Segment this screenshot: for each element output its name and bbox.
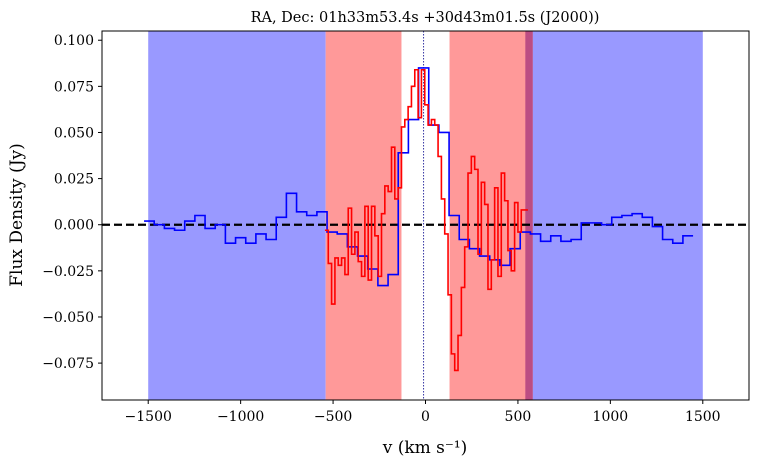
reference-lines — [102, 31, 749, 400]
overlap-region — [525, 31, 533, 400]
spectrum-series — [144, 67, 694, 372]
red-spectrum-line — [324, 68, 528, 372]
x-tick-label: 1500 — [685, 409, 721, 425]
y-tick-label: 0.050 — [54, 125, 94, 141]
x-axis-ticks: −1500 −1000 −500 0 500 1000 1500 — [125, 400, 721, 425]
blue-region-left — [148, 31, 326, 400]
y-tick-label: −0.050 — [42, 310, 94, 326]
x-axis-label: v (km s⁻¹) — [382, 438, 468, 458]
y-tick-label: 0.025 — [54, 172, 94, 188]
shaded-regions — [148, 31, 703, 400]
x-tick-label: −1000 — [217, 409, 264, 425]
red-region-left — [325, 31, 402, 400]
y-axis-ticks: −0.075 −0.050 −0.025 0.000 0.025 0.050 0.075 0.… — [42, 33, 102, 372]
x-tick-label: 0 — [421, 409, 430, 425]
x-tick-label: −500 — [314, 409, 352, 425]
blue-spectrum-line — [144, 67, 694, 287]
y-tick-label: 0.000 — [54, 218, 94, 234]
x-tick-label: −1500 — [125, 409, 172, 425]
y-tick-label: 0.075 — [54, 79, 94, 95]
y-tick-label: −0.075 — [42, 356, 94, 372]
x-tick-label: 1000 — [593, 409, 629, 425]
blue-region-right — [525, 31, 703, 400]
y-axis-label: Flux Density (Jy) — [7, 143, 27, 287]
y-tick-label: −0.025 — [42, 264, 94, 280]
red-region-right — [449, 31, 533, 400]
x-tick-label: 500 — [505, 409, 532, 425]
y-tick-label: 0.100 — [54, 33, 94, 49]
chart-title: RA, Dec: 01h33m53.4s +30d43m01.5s (J2000… — [251, 10, 600, 26]
